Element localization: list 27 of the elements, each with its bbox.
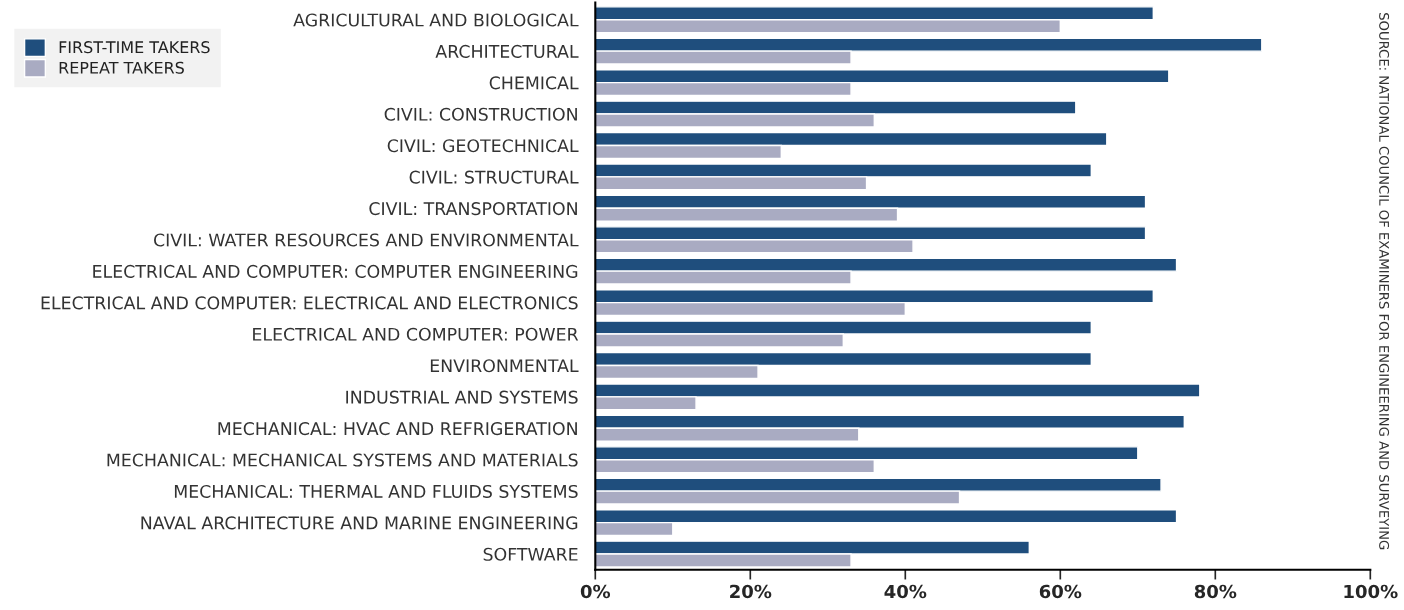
- y-tick-label: ELECTRICAL AND COMPUTER: COMPUTER ENGINEERING: [93, 264, 578, 278]
- y-tick-label: AGRICULTURAL AND BIOLOGICAL: [293, 13, 579, 27]
- y-tick-label: SOFTWARE: [483, 547, 578, 561]
- x-tick-label: 100%: [1344, 584, 1398, 599]
- y-tick-label: ENVIRONMENTAL: [430, 359, 579, 373]
- y-tick-label: CIVIL: WATER RESOURCES AND ENVIRONMENTAL: [154, 233, 579, 247]
- y-tick-label: NAVAL ARCHITECTURE AND MARINE ENGINEERING: [141, 516, 578, 530]
- x-tick-label: 20%: [730, 584, 772, 599]
- y-tick-label: ELECTRICAL AND COMPUTER: POWER: [253, 327, 579, 341]
- legend-label: FIRST-TIME TAKERS: [59, 41, 210, 54]
- x-tick-label: 80%: [1194, 584, 1237, 599]
- x-tick-label: 40%: [884, 584, 927, 599]
- source-note: SOURCE: NATIONAL COUNCIL OF EXAMINERS FOR ENGINEERING AND SURVEYING: [1379, 13, 1390, 550]
- y-tick-label: CIVIL: TRANSPORTATION: [369, 202, 577, 216]
- legend-label: REPEAT TAKERS: [59, 61, 184, 74]
- y-tick-label: CIVIL: GEOTECHNICAL: [387, 139, 579, 153]
- y-tick-label: MECHANICAL: THERMAL AND FLUIDS SYSTEMS: [174, 484, 578, 499]
- y-tick-label: MECHANICAL: MECHANICAL SYSTEMS AND MATERIALS: [107, 453, 578, 467]
- y-tick-label: CIVIL: STRUCTURAL: [409, 170, 579, 184]
- y-tick-label: INDUSTRIAL AND SYSTEMS: [346, 390, 578, 404]
- x-tick-label: 60%: [1039, 584, 1082, 599]
- y-tick-label: MECHANICAL: HVAC AND REFRIGERATION: [218, 422, 577, 436]
- x-tick-label: 0%: [580, 584, 611, 599]
- y-tick-label: ARCHITECTURAL: [435, 44, 579, 58]
- y-tick-label: CIVIL: CONSTRUCTION: [384, 107, 577, 121]
- y-tick-label: CHEMICAL: [489, 76, 579, 90]
- y-tick-label: ELECTRICAL AND COMPUTER: ELECTRICAL AND ELECTRONICS: [41, 296, 578, 310]
